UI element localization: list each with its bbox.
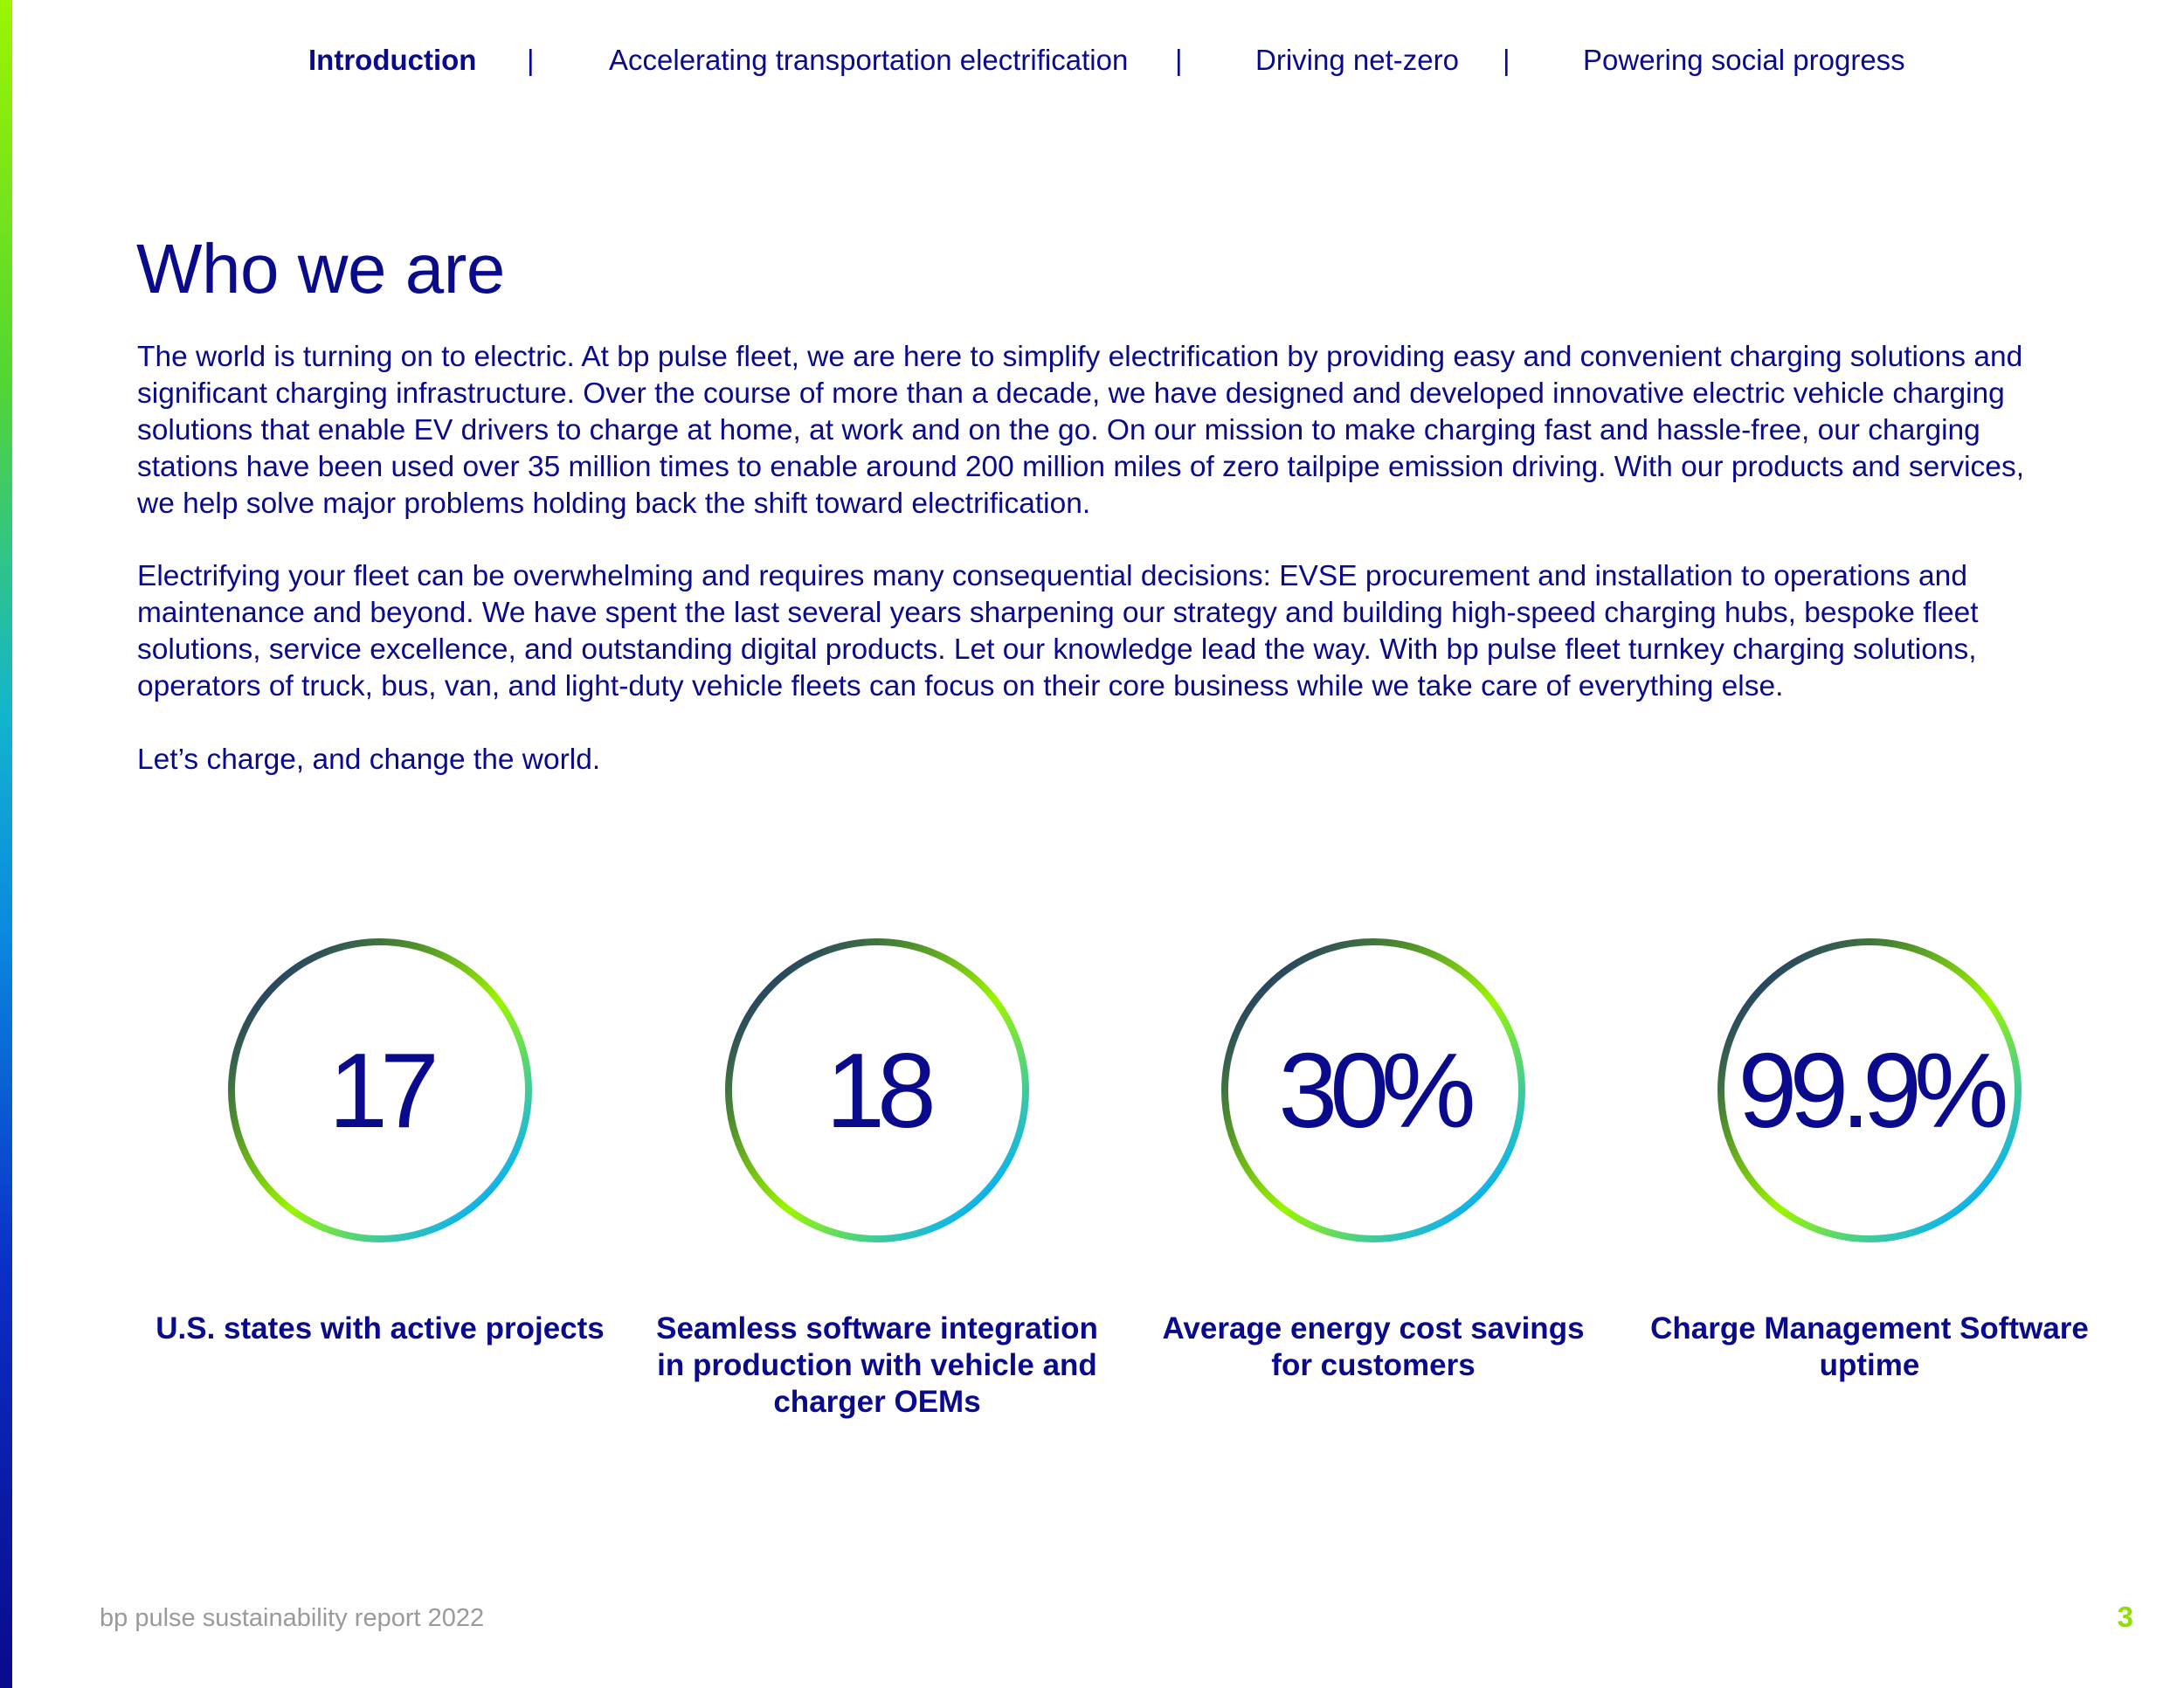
fleet-paragraph: Electrifying your fleet can be overwhelm… <box>137 560 1979 702</box>
stat-label: U.S. states with active projects <box>156 1311 605 1346</box>
intro-paragraph: The world is turning on to electric. At … <box>137 341 2024 520</box>
stat-ring-uptime: 99.9% <box>1712 933 2027 1248</box>
stat-value: 17 <box>328 1031 439 1150</box>
footer-report-name: bp pulse sustainability report 2022 <box>100 1604 485 1632</box>
nav-driving-net-zero[interactable]: Driving net-zero <box>1255 44 1459 76</box>
nav-separator: | <box>1175 44 1183 76</box>
nav-powering-social-progress[interactable]: Powering social progress <box>1583 44 1905 76</box>
nav-separator: | <box>527 44 535 76</box>
stat-ring-integrations: 18 <box>720 933 1034 1248</box>
stat-label: Charge Management Software uptime <box>1650 1311 2089 1382</box>
side-gradient-bar <box>0 0 12 1688</box>
nav-separator: | <box>1503 44 1510 76</box>
ring-gradient-icon <box>1717 938 2022 1242</box>
page-title: Who we are <box>136 230 505 308</box>
ring-gradient-icon <box>725 938 1029 1242</box>
nav-introduction[interactable]: Introduction <box>308 44 477 76</box>
stat-value: 18 <box>826 1031 936 1150</box>
closing-paragraph: Let’s charge, and change the world. <box>137 744 601 776</box>
ring-gradient-icon <box>228 938 532 1242</box>
stat-label: Seamless software integration in product… <box>656 1311 1098 1419</box>
section-navigation: Introduction | Accelerating transportati… <box>0 44 2184 87</box>
stat-value: 30% <box>1278 1031 1476 1150</box>
stat-ring-states: 17 <box>223 933 537 1248</box>
stat-ring-savings: 30% <box>1216 933 1531 1248</box>
page-number: 3 <box>2117 1601 2133 1633</box>
stat-label: Average energy cost savings for customer… <box>1162 1311 1585 1382</box>
ring-gradient-icon <box>1221 938 1525 1242</box>
nav-accelerating-transportation-electrification[interactable]: Accelerating transportation electrificat… <box>609 44 1129 76</box>
stat-value: 99.9% <box>1738 1031 2009 1150</box>
